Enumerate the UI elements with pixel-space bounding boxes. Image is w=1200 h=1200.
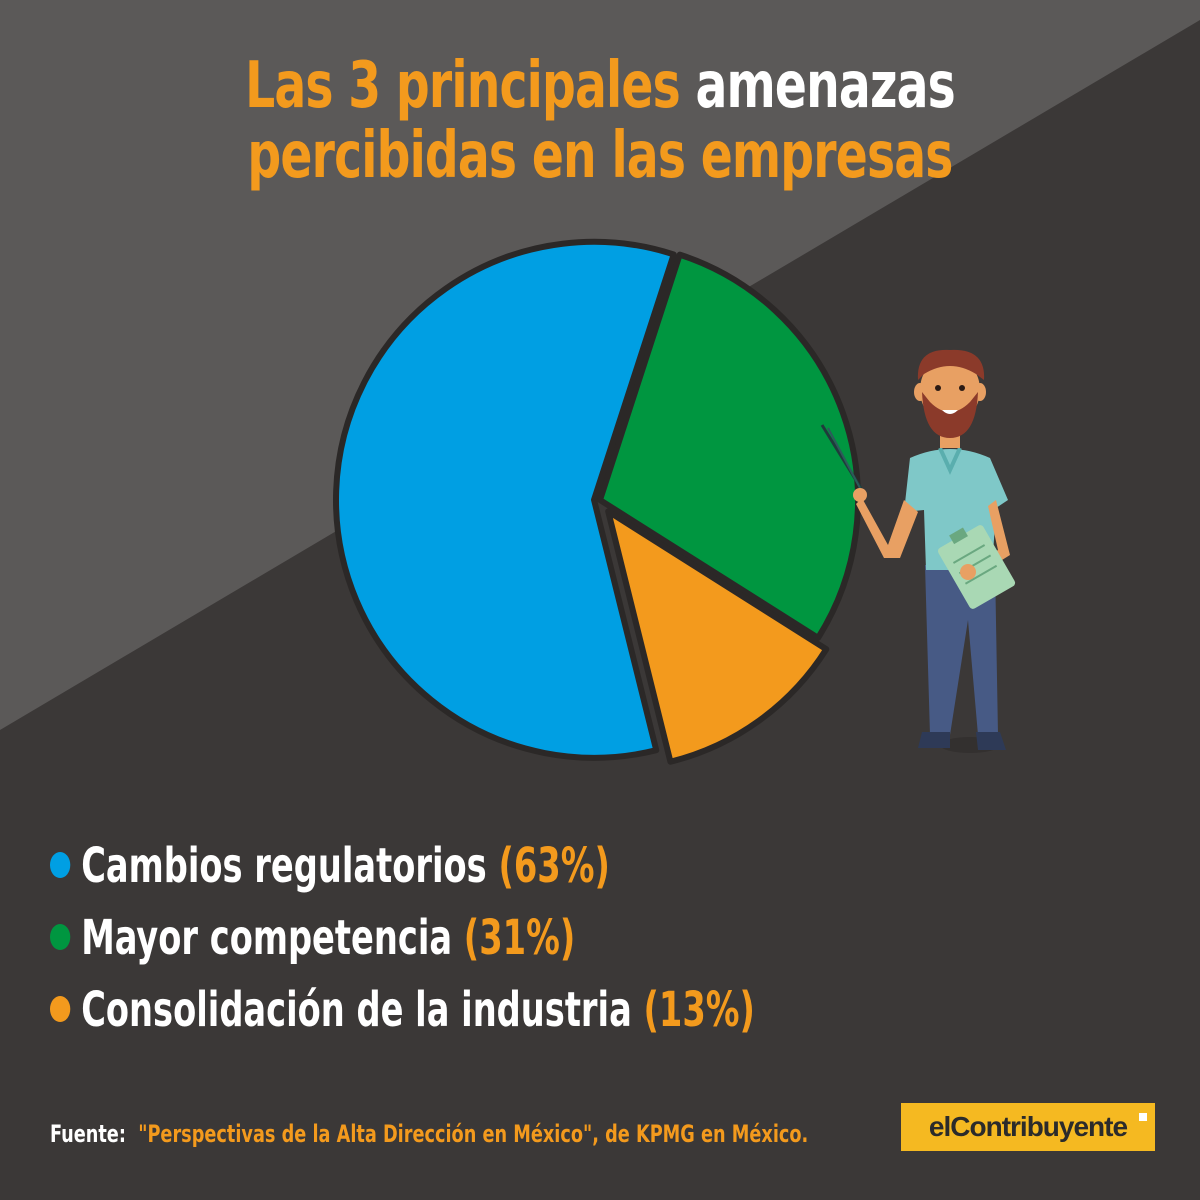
pie-slice-consolidacion bbox=[605, 508, 830, 765]
chart-legend: Cambios regulatorios (63%) Mayor compete… bbox=[50, 830, 954, 1046]
chart-title-line-2: percibidas en las empresas bbox=[247, 119, 953, 193]
presenter-with-clipboard-icon bbox=[820, 349, 1016, 753]
legend-percent: (13%) bbox=[643, 982, 755, 1038]
title-plain: amenazas bbox=[695, 49, 955, 123]
pie-chart bbox=[333, 238, 861, 765]
legend-label: Consolidación de la industria bbox=[81, 982, 632, 1038]
title-highlight: Las 3 principales bbox=[245, 49, 681, 123]
legend-item-competencia: Mayor competencia (31%) bbox=[50, 902, 755, 974]
brand-mark-icon bbox=[1139, 1113, 1147, 1121]
legend-swatch-green bbox=[50, 924, 71, 950]
brand-text: elContribuyente bbox=[928, 1111, 1128, 1142]
legend-label: Cambios regulatorios bbox=[81, 838, 487, 894]
legend-percent: (31%) bbox=[463, 910, 576, 966]
legend-label: Mayor competencia bbox=[81, 910, 453, 966]
source-note: Fuente: "Perspectivas de la Alta Direcci… bbox=[50, 1120, 808, 1148]
legend-percent: (63%) bbox=[498, 838, 610, 894]
legend-swatch-orange bbox=[50, 996, 71, 1022]
pie-slice-cambios bbox=[333, 238, 677, 761]
legend-swatch-blue bbox=[50, 852, 71, 878]
legend-item-cambios: Cambios regulatorios (63%) bbox=[50, 830, 755, 902]
pie-slice-competencia bbox=[597, 251, 861, 641]
brand-logo: elContribuyente bbox=[901, 1103, 1155, 1151]
legend-item-consolidacion: Consolidación de la industria (13%) bbox=[50, 974, 755, 1046]
source-label: Fuente: bbox=[50, 1120, 126, 1148]
source-text: "Perspectivas de la Alta Dirección en Mé… bbox=[138, 1120, 809, 1148]
chart-title-line-1: Las 3 principales amenazas bbox=[108, 52, 1092, 120]
